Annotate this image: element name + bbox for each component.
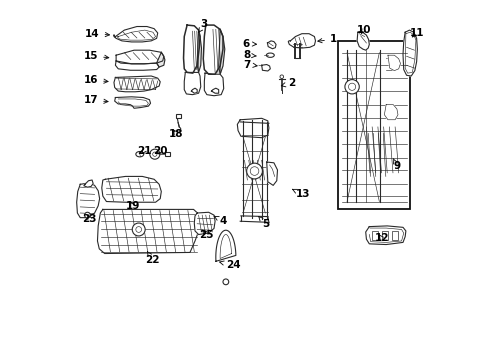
Polygon shape bbox=[266, 162, 277, 185]
Text: 15: 15 bbox=[83, 51, 108, 61]
Text: 25: 25 bbox=[199, 230, 213, 239]
Circle shape bbox=[348, 83, 355, 90]
Polygon shape bbox=[267, 41, 276, 49]
Polygon shape bbox=[384, 105, 397, 120]
Polygon shape bbox=[387, 55, 400, 71]
Circle shape bbox=[344, 80, 359, 94]
Polygon shape bbox=[97, 210, 201, 253]
Polygon shape bbox=[365, 226, 405, 244]
Text: 14: 14 bbox=[85, 29, 109, 39]
Bar bbox=[391, 231, 398, 240]
Ellipse shape bbox=[266, 53, 274, 57]
Text: 17: 17 bbox=[83, 95, 108, 105]
Text: 4: 4 bbox=[214, 216, 226, 226]
Polygon shape bbox=[183, 25, 200, 73]
Bar bbox=[338, 41, 409, 209]
Text: 21: 21 bbox=[137, 145, 151, 156]
Text: 11: 11 bbox=[408, 28, 423, 38]
Bar bbox=[371, 231, 378, 240]
Circle shape bbox=[152, 152, 157, 156]
Text: 19: 19 bbox=[125, 201, 140, 211]
Bar bbox=[164, 152, 170, 156]
Polygon shape bbox=[203, 25, 223, 74]
Polygon shape bbox=[356, 31, 368, 50]
Polygon shape bbox=[237, 118, 268, 138]
Text: 6: 6 bbox=[242, 39, 256, 49]
Circle shape bbox=[246, 163, 262, 179]
Text: 3: 3 bbox=[198, 19, 207, 32]
Text: 24: 24 bbox=[219, 260, 240, 270]
Polygon shape bbox=[115, 61, 159, 70]
Polygon shape bbox=[218, 30, 224, 74]
Polygon shape bbox=[197, 30, 201, 72]
Text: 8: 8 bbox=[243, 50, 256, 60]
Polygon shape bbox=[102, 176, 161, 202]
Circle shape bbox=[280, 75, 283, 78]
Polygon shape bbox=[211, 88, 218, 93]
Text: 10: 10 bbox=[356, 25, 370, 35]
Polygon shape bbox=[204, 73, 223, 96]
Polygon shape bbox=[77, 183, 100, 218]
Polygon shape bbox=[402, 30, 416, 76]
Text: 18: 18 bbox=[169, 129, 183, 139]
Circle shape bbox=[223, 279, 228, 285]
Polygon shape bbox=[215, 230, 235, 261]
Text: 23: 23 bbox=[82, 214, 97, 224]
Polygon shape bbox=[261, 64, 270, 71]
Text: 12: 12 bbox=[373, 233, 388, 243]
Polygon shape bbox=[83, 180, 93, 187]
Bar bbox=[176, 114, 180, 118]
Polygon shape bbox=[287, 34, 315, 48]
Polygon shape bbox=[116, 50, 163, 64]
Ellipse shape bbox=[136, 152, 143, 157]
Polygon shape bbox=[156, 52, 164, 67]
Text: 22: 22 bbox=[145, 252, 160, 265]
Circle shape bbox=[132, 223, 145, 236]
Text: 20: 20 bbox=[152, 145, 167, 156]
Circle shape bbox=[84, 212, 90, 218]
Text: 9: 9 bbox=[392, 159, 400, 171]
Polygon shape bbox=[191, 88, 197, 93]
Text: 2: 2 bbox=[281, 78, 295, 88]
Polygon shape bbox=[114, 27, 158, 42]
Text: 1: 1 bbox=[317, 35, 336, 44]
Polygon shape bbox=[194, 212, 215, 234]
Polygon shape bbox=[114, 76, 160, 92]
Circle shape bbox=[136, 226, 142, 232]
Polygon shape bbox=[184, 72, 201, 95]
Text: 7: 7 bbox=[243, 59, 257, 69]
Polygon shape bbox=[115, 97, 150, 108]
Text: 13: 13 bbox=[292, 189, 309, 199]
Text: 5: 5 bbox=[258, 216, 268, 229]
Circle shape bbox=[250, 167, 258, 175]
Text: 16: 16 bbox=[83, 75, 108, 85]
Circle shape bbox=[149, 149, 160, 159]
Bar bbox=[381, 231, 387, 240]
